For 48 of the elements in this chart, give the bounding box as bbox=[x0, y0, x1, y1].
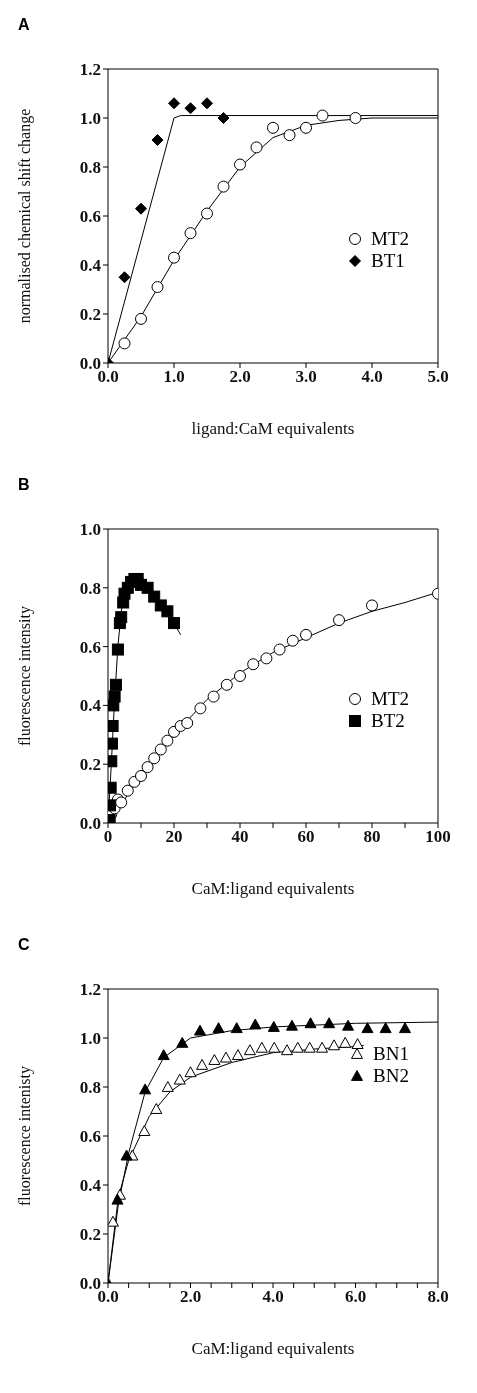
y-tick-label: 0.2 bbox=[79, 1225, 101, 1245]
y-tick-label: 0.6 bbox=[79, 207, 101, 227]
legend-label: BN2 bbox=[373, 1065, 409, 1087]
y-tick-label: 0.8 bbox=[79, 578, 101, 598]
x-tick-label: 2.0 bbox=[229, 367, 251, 387]
y-tick-label: 1.2 bbox=[79, 980, 101, 1000]
x-tick-label: 60 bbox=[297, 827, 315, 847]
y-tick-label: 0.8 bbox=[79, 158, 101, 178]
y-tick-label: 0.2 bbox=[79, 305, 101, 325]
y-tick-label: 0.4 bbox=[79, 696, 102, 716]
y-tick-label: 0.6 bbox=[79, 637, 101, 657]
y-axis-title: fluorescence intenisty bbox=[15, 1066, 34, 1206]
x-tick-label: 8.0 bbox=[427, 1287, 449, 1307]
y-tick-label: 1.0 bbox=[79, 109, 101, 129]
x-axis-title: CaM:ligand equivalents bbox=[191, 1339, 355, 1358]
x-tick-label: 4.0 bbox=[361, 367, 383, 387]
x-axis-title: ligand:CaM equivalents bbox=[191, 419, 355, 438]
x-tick-label: 80 bbox=[363, 827, 381, 847]
legend-label: MT2 bbox=[371, 228, 409, 250]
x-tick-label: 4.0 bbox=[262, 1287, 284, 1307]
x-axis-title: CaM:ligand equivalents bbox=[191, 879, 355, 898]
legend-label: BN1 bbox=[373, 1043, 409, 1065]
chart-title: C bbox=[18, 936, 30, 954]
x-tick-label: 40 bbox=[231, 827, 249, 847]
y-tick-label: 0.6 bbox=[79, 1127, 101, 1147]
y-tick-label: 1.2 bbox=[79, 60, 101, 80]
legend-label: BT2 bbox=[371, 710, 405, 732]
y-tick-label: 1.0 bbox=[79, 1029, 101, 1049]
y-tick-label: 0.0 bbox=[79, 814, 101, 834]
legend-label: MT2 bbox=[371, 688, 409, 710]
x-tick-label: 20 bbox=[165, 827, 183, 847]
x-tick-label: 100 bbox=[425, 827, 451, 847]
chart-title: B bbox=[18, 476, 30, 494]
x-tick-label: 5.0 bbox=[427, 367, 449, 387]
y-tick-label: 0.4 bbox=[79, 1176, 102, 1196]
legend-label: BT1 bbox=[371, 250, 405, 272]
x-tick-label: 6.0 bbox=[344, 1287, 367, 1307]
y-axis-title: fluorescence intensity bbox=[15, 606, 34, 746]
y-tick-label: 1.0 bbox=[79, 520, 101, 540]
x-tick-label: 3.0 bbox=[295, 367, 317, 387]
y-tick-label: 0.4 bbox=[79, 256, 102, 276]
chart-title: A bbox=[18, 16, 30, 34]
y-tick-label: 0.2 bbox=[79, 755, 101, 775]
x-tick-label: 1.0 bbox=[163, 367, 185, 387]
x-tick-label: 2.0 bbox=[179, 1287, 202, 1307]
x-tick-label: 0 bbox=[103, 827, 113, 847]
y-tick-label: 0.8 bbox=[79, 1078, 101, 1098]
y-axis-title: normalised chemical shift change bbox=[15, 108, 34, 324]
